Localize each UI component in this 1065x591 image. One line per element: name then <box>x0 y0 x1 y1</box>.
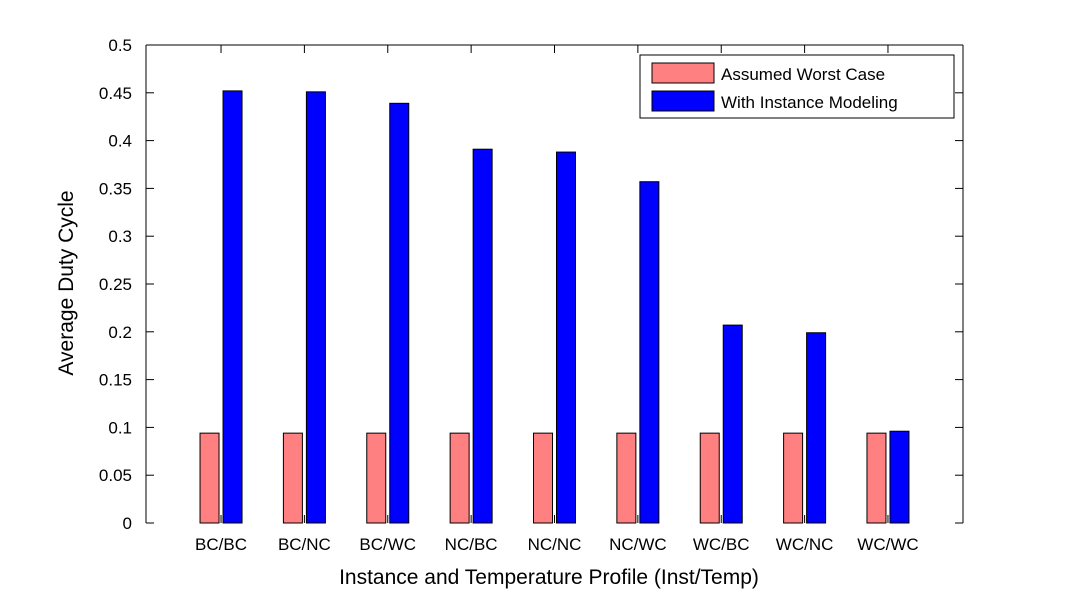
bar-with-instance-modeling-nc-bc <box>472 148 493 524</box>
bar-assumed-worst-case-bc-nc <box>282 432 303 524</box>
x-tick-label: NC/BC <box>445 535 498 554</box>
y-tick-label: 0.4 <box>108 132 132 151</box>
bar-assumed-worst-case-wc-nc <box>783 432 804 524</box>
y-tick-label: 0.3 <box>108 227 132 246</box>
x-tick-label: BC/BC <box>195 535 247 554</box>
legend-label-assumed-worst-case: Assumed Worst Case <box>721 65 885 84</box>
x-axis-label: Instance and Temperature Profile (Inst/T… <box>339 566 759 589</box>
legend: Assumed Worst Case With Instance Modelin… <box>639 54 955 119</box>
bar-with-instance-modeling-nc-nc <box>556 151 576 524</box>
bar-assumed-worst-case-nc-wc <box>616 432 637 524</box>
bar-assumed-worst-case-nc-nc <box>533 432 553 524</box>
x-tick-label: NC/WC <box>609 535 667 554</box>
bar-assumed-worst-case-wc-bc <box>699 432 720 524</box>
x-tick-label: WC/NC <box>776 535 834 554</box>
x-tick-label: WC/BC <box>693 535 750 554</box>
bar-with-instance-modeling-wc-nc <box>806 332 827 524</box>
x-tick-label: BC/NC <box>278 535 331 554</box>
y-tick-label: 0.35 <box>99 179 132 198</box>
plot-area <box>146 45 963 523</box>
x-tick-label: WC/WC <box>857 535 918 554</box>
y-tick-label: 0.5 <box>108 36 132 55</box>
bar-with-instance-modeling-bc-bc <box>222 90 243 524</box>
y-tick-label: 0 <box>123 514 132 533</box>
x-tick-label: BC/WC <box>359 535 416 554</box>
y-tick-label: 0.1 <box>108 418 132 437</box>
legend-swatch-assumed-worst-case <box>651 62 715 84</box>
bar-assumed-worst-case-bc-wc <box>366 432 387 524</box>
y-tick-label: 0.2 <box>108 323 132 342</box>
bar-assumed-worst-case-nc-bc <box>449 432 470 524</box>
y-tick-label: 0.05 <box>99 466 132 485</box>
x-tick-label: NC/NC <box>528 535 582 554</box>
bar-with-instance-modeling-wc-wc <box>889 430 910 524</box>
bar-with-instance-modeling-bc-nc <box>305 91 326 524</box>
bar-assumed-worst-case-bc-bc <box>199 432 220 524</box>
bar-assumed-worst-case-wc-wc <box>866 432 887 524</box>
y-axis-label: Average Duty Cycle <box>55 190 78 375</box>
y-tick-label: 0.25 <box>99 275 132 294</box>
bar-with-instance-modeling-bc-wc <box>389 102 410 524</box>
bar-with-instance-modeling-wc-bc <box>722 324 743 524</box>
legend-swatch-with-instance-modeling <box>651 90 715 112</box>
y-tick-label: 0.45 <box>99 84 132 103</box>
y-tick-label: 0.15 <box>99 371 132 390</box>
legend-label-with-instance-modeling: With Instance Modeling <box>721 93 898 112</box>
bar-with-instance-modeling-nc-wc <box>639 181 660 524</box>
